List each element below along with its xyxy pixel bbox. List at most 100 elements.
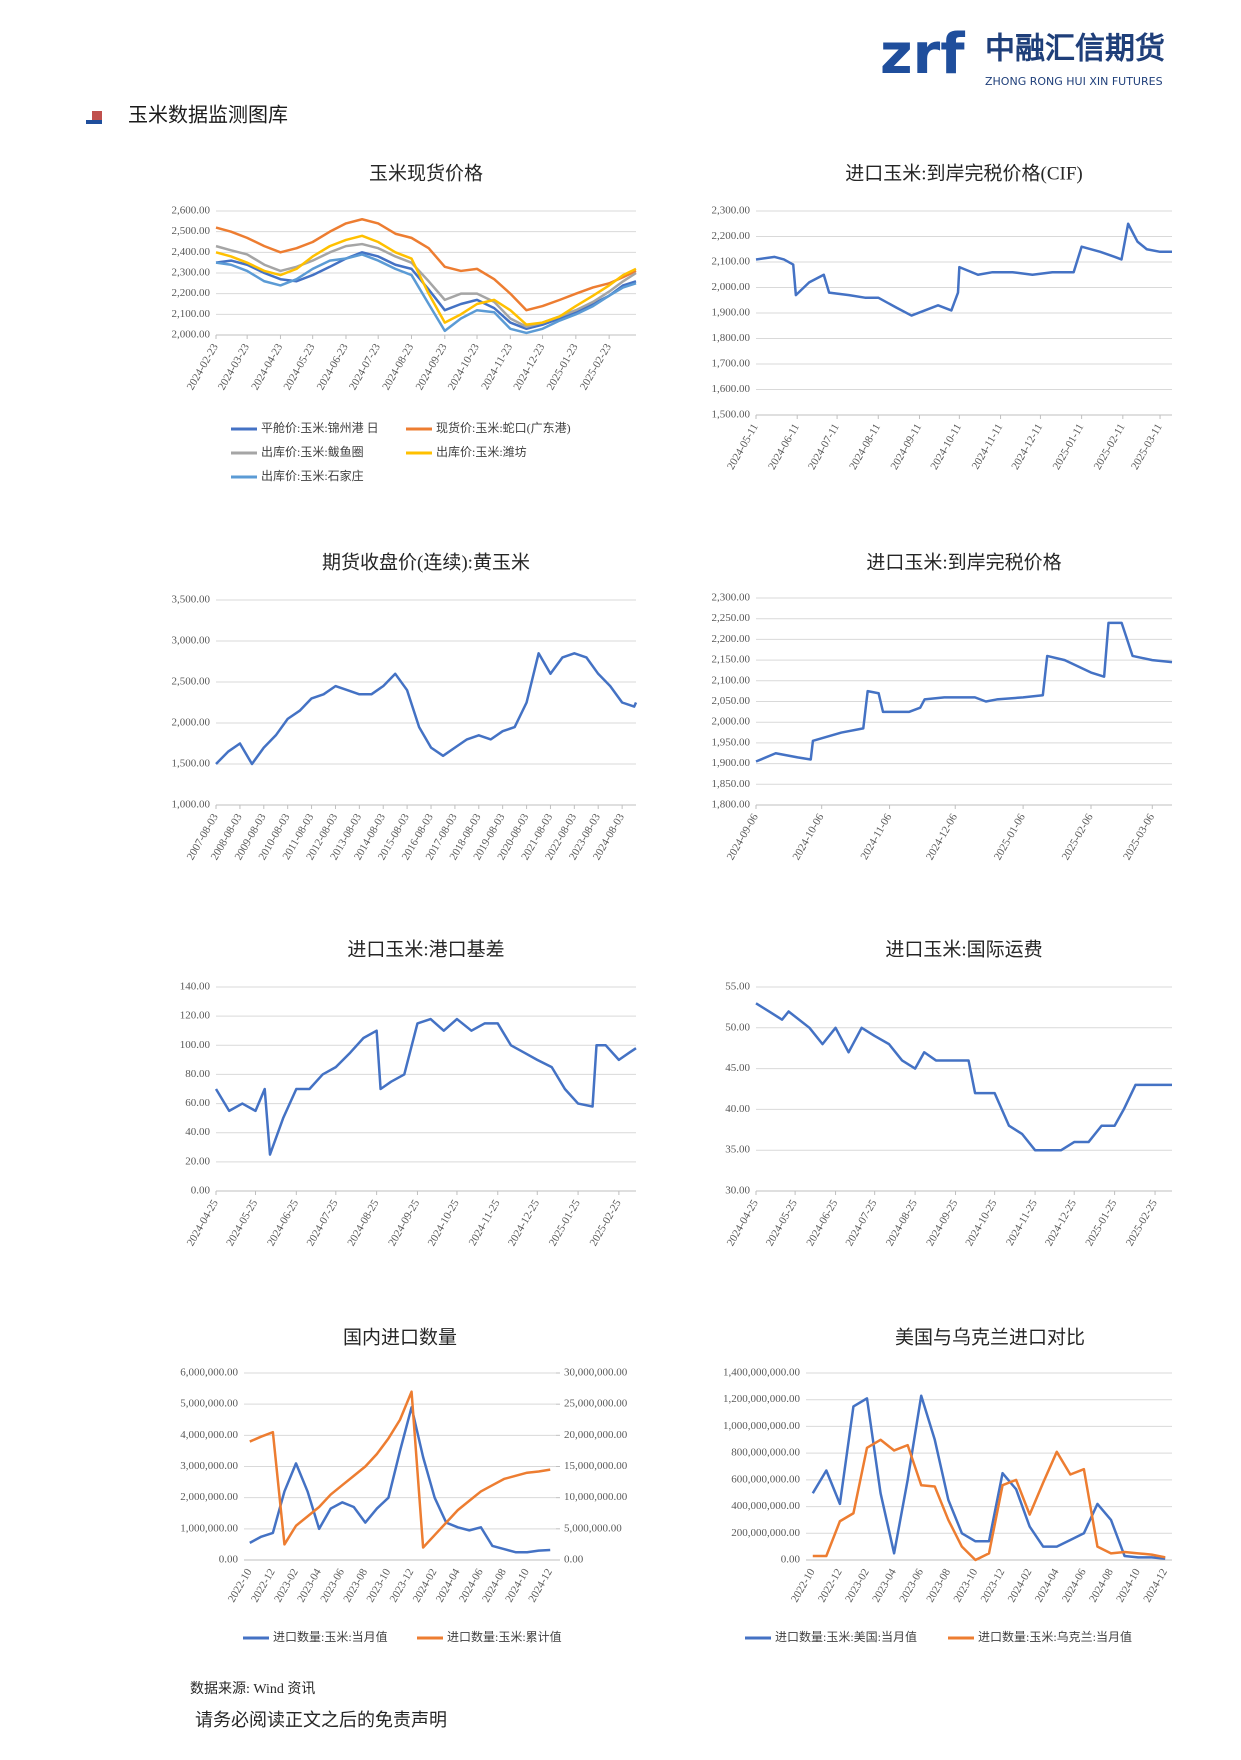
y-tick-label: 600,000,000.00 [731,1473,800,1485]
y2-tick-label: 30,000,000.00 [564,1367,628,1379]
y-tick-label: 2,000.00 [712,281,751,293]
y-tick-label: 0.00 [781,1554,801,1566]
y2-tick-label: 5,000,000.00 [564,1522,622,1534]
y-tick-label: 0.00 [191,1185,211,1197]
y-tick-label: 2,300.00 [712,592,751,604]
x-tick-label: 2024-04-25 [185,1197,221,1248]
y-tick-label: 1,800.00 [712,332,751,344]
x-tick-label: 2024-06 [1060,1566,1089,1604]
x-tick-label: 2024-05-25 [764,1197,800,1248]
y-tick-label: 2,300.00 [712,205,751,217]
x-tick-label: 2024-12 [1141,1567,1170,1605]
x-tick-label: 2025-02-23 [578,341,614,392]
x-tick-label: 2024-11-25 [467,1197,503,1248]
y-tick-label: 1,000.00 [172,799,211,811]
y-tick-label: 2,000,000.00 [180,1491,238,1503]
y-tick-label: 2,400.00 [172,246,211,258]
y2-tick-label: 10,000,000.00 [564,1491,628,1503]
y-tick-label: 2,000.00 [172,717,211,729]
y-tick-label: 1,000,000.00 [180,1522,238,1534]
x-tick-label: 2022-12 [816,1567,845,1605]
x-tick-label: 2024-10-25 [963,1197,999,1248]
x-tick-label: 2022-10 [789,1566,818,1604]
section-icon [86,111,102,124]
x-tick-label: 2024-08 [1087,1566,1116,1604]
x-tick-label: 2025-01-06 [992,811,1028,862]
y-tick-label: 1,500.00 [712,409,751,421]
chart-title: 美国与乌克兰进口对比 [895,1326,1085,1348]
legend-label: 出库价:玉米:鲅鱼圈 [261,444,364,459]
y-tick-label: 1,900.00 [712,307,751,319]
y-tick-label: 1,600.00 [712,383,751,395]
x-tick-label: 2024-05-23 [281,341,317,392]
x-tick-label: 2024-04-25 [725,1197,761,1248]
x-tick-label: 2024-09-25 [924,1197,960,1248]
y-tick-label: 3,000,000.00 [180,1460,238,1472]
x-tick-label: 2024-10 [1114,1566,1143,1604]
y-tick-label: 2,200.00 [172,287,211,299]
x-tick-label: 2024-10-06 [790,811,826,862]
y-tick-label: 2,500.00 [172,676,211,688]
source-note: 数据来源: Wind 资讯 [190,1681,315,1697]
icon-bar [86,120,102,124]
y2-tick-label: 0.00 [564,1554,584,1566]
y-tick-label: 2,250.00 [712,612,751,624]
series-line [755,222,1172,317]
x-tick-label: 2024-12-06 [924,811,960,862]
y-tick-label: 2,500.00 [172,225,211,237]
series-line [215,251,637,331]
legend-label: 进口数量:玉米:当月值 [273,1629,388,1644]
x-tick-label: 2024-08-25 [884,1197,920,1248]
y-tick-label: 2,150.00 [712,654,751,666]
x-tick-label: 2024-04-23 [249,341,285,392]
x-tick-label: 2024-06-23 [315,341,351,392]
x-tick-label: 2024-09-11 [888,422,924,472]
series-line [215,652,638,766]
x-tick-label: 2024-12-25 [506,1197,542,1248]
x-tick-label: 2024-04 [1033,1566,1062,1604]
x-tick-label: 2025-01-23 [545,341,581,392]
x-tick-label: 2024-11-11 [970,422,1006,472]
y-tick-label: 40.00 [725,1103,750,1115]
y-tick-label: 2,100.00 [712,674,751,686]
x-tick-label: 2025-02-25 [1124,1197,1160,1248]
series-line [811,1394,1166,1560]
y-tick-label: 80.00 [185,1068,210,1080]
legend-label: 进口数量:玉米:累计值 [447,1629,562,1644]
y-tick-label: 2,300.00 [172,267,211,279]
x-tick-label: 2025-03-06 [1121,811,1157,862]
x-tick-label: 2025-01-11 [1051,422,1087,472]
x-tick-label: 2023-04 [870,1566,899,1604]
legend-label: 现货价:玉米:蛇口(广东港) [436,420,571,435]
y-tick-label: 1,900.00 [712,757,751,769]
y-tick-label: 120.00 [180,1010,211,1022]
series-line [214,1017,637,1156]
legend-label: 平舱价:玉米:锦州港 日 [261,421,379,435]
y-tick-label: 2,000.00 [172,329,211,341]
chart-title: 国内进口数量 [343,1326,457,1348]
y2-tick-label: 25,000,000.00 [564,1398,628,1410]
x-tick-label: 2024-06-11 [766,422,802,472]
y-tick-label: 20.00 [185,1155,210,1167]
y-tick-label: 2,100.00 [712,256,751,268]
y-tick-label: 4,000,000.00 [180,1429,238,1441]
section-title: 玉米数据监测图库 [128,104,288,127]
y-tick-label: 3,000.00 [172,635,211,647]
x-tick-label: 2023-12 [979,1567,1008,1605]
x-tick-label: 2024-10-11 [928,422,964,472]
y-tick-label: 1,700.00 [712,358,751,370]
y-tick-label: 1,850.00 [712,778,751,790]
x-tick-label: 2025-01-25 [547,1197,583,1248]
x-tick-label: 2024-12-11 [1009,422,1045,472]
x-tick-label: 2024-09-25 [386,1197,422,1248]
series-line [755,621,1173,763]
icon-block [92,111,102,121]
y-tick-label: 1,200,000,000.00 [723,1393,801,1405]
x-tick-label: 2023-02 [843,1567,872,1605]
x-tick-label: 2024-10-25 [426,1197,462,1248]
chart-title: 进口玉米:到岸完税价格 [866,551,1061,573]
x-tick-label: 2024-03-23 [216,341,252,392]
x-tick-label: 2024-08-11 [847,422,883,472]
y-tick-label: 2,050.00 [712,695,751,707]
